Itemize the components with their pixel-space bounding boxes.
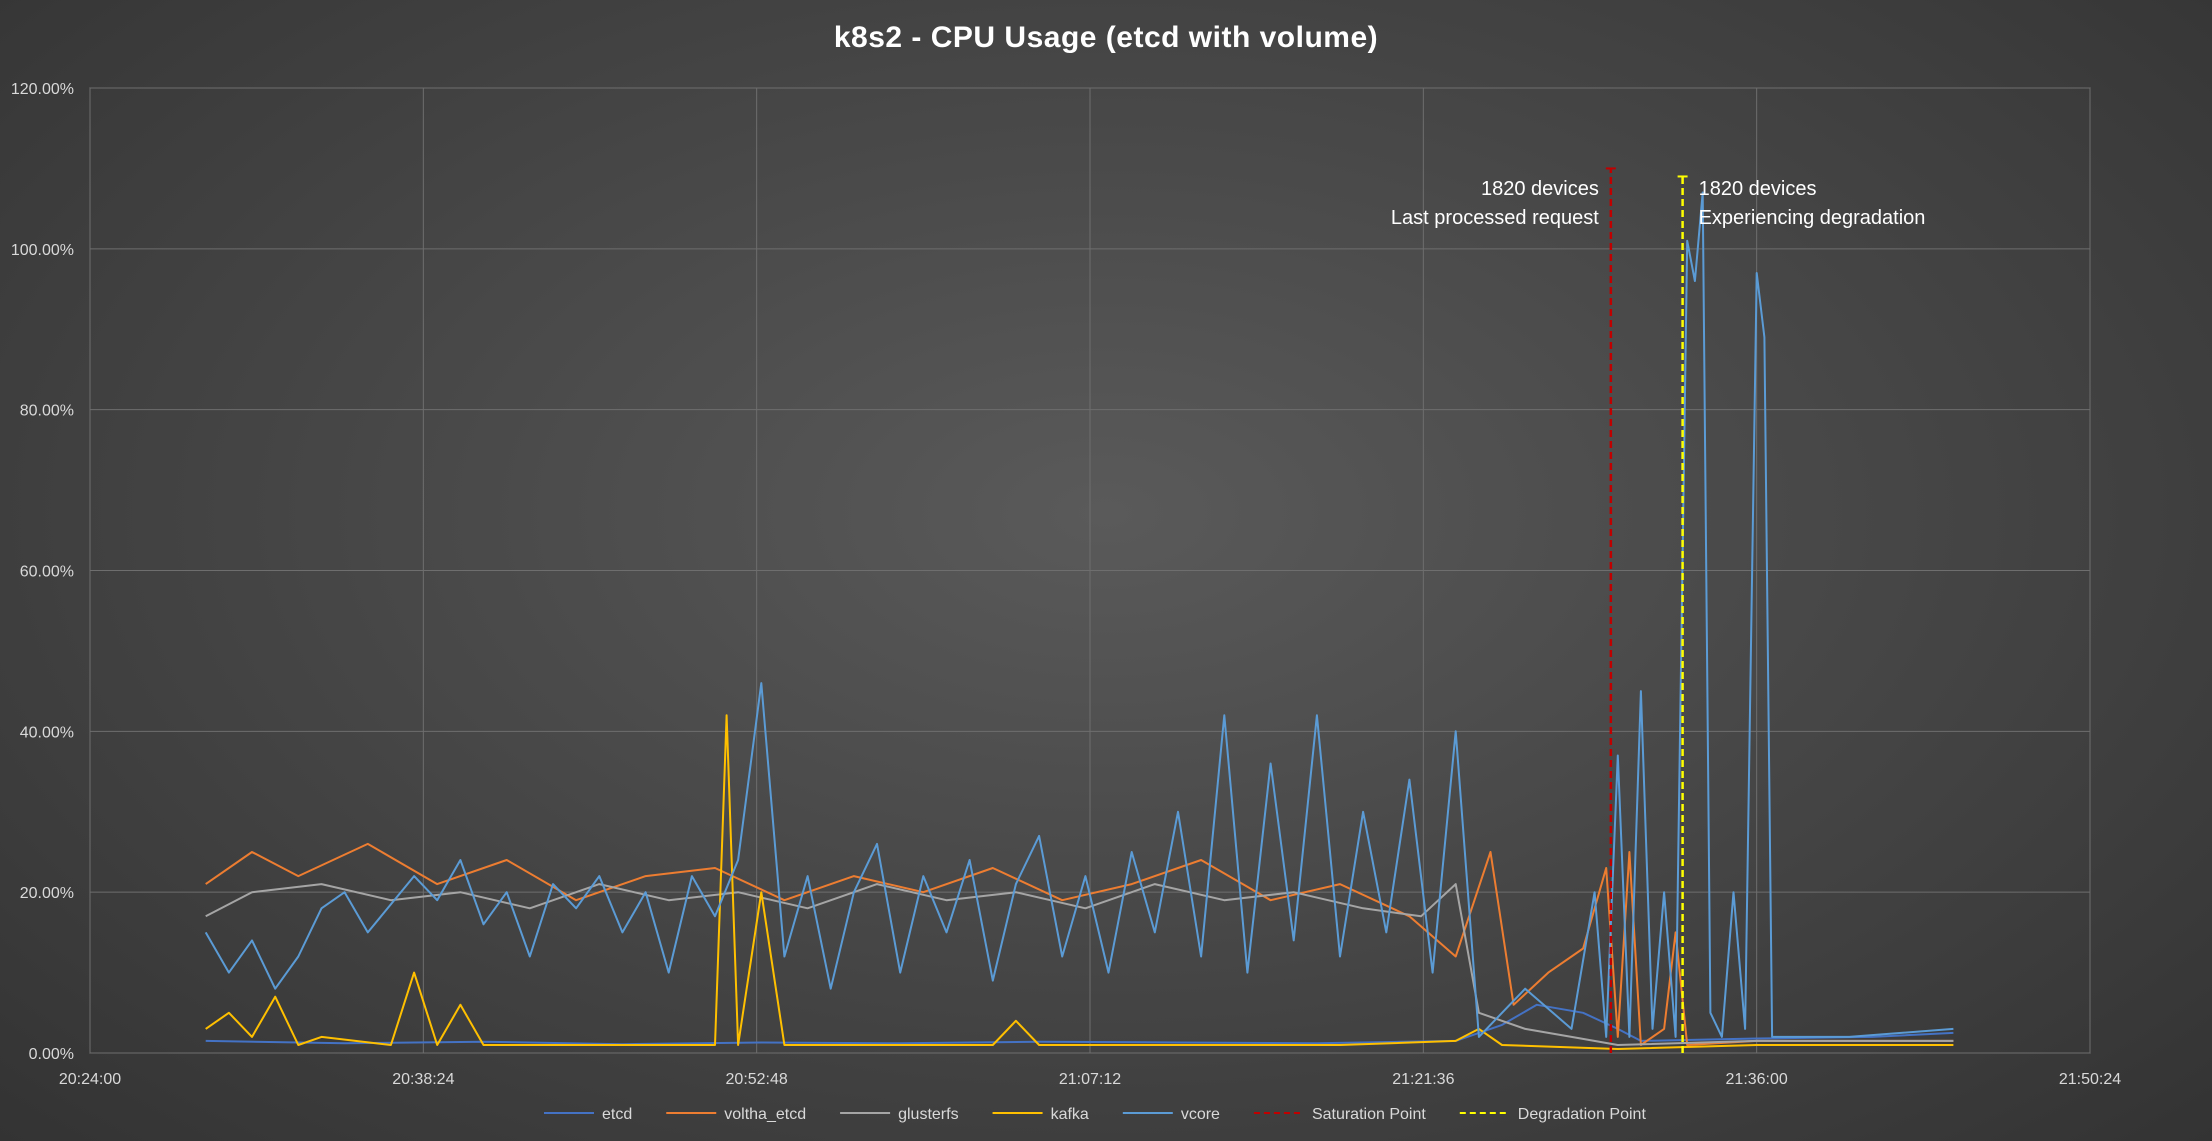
series-line-vcore <box>204 191 1954 1038</box>
x-tick-label: 21:21:36 <box>1392 1071 1454 1088</box>
degradation-point-annotation: Experiencing degradation <box>1699 207 1926 229</box>
legend-label-degradation-point: Degradation Point <box>1518 1106 1647 1123</box>
x-tick-label: 20:24:00 <box>59 1071 121 1088</box>
y-tick-label: 20.00% <box>20 885 74 902</box>
legend-label-saturation-point: Saturation Point <box>1312 1106 1426 1123</box>
series-line-glusterfs <box>205 883 1954 1046</box>
legend: etcd voltha_etcd glusterfs kafka vcore Satura… <box>544 1106 1646 1123</box>
series-line-etcd <box>205 1003 1954 1046</box>
y-tick-label: 60.00% <box>20 564 74 581</box>
series-line-kafka <box>205 714 1954 1050</box>
legend-label-etcd: etcd <box>602 1106 632 1123</box>
x-tick-label: 21:07:12 <box>1059 1071 1121 1088</box>
legend-label-voltha-etcd: voltha_etcd <box>724 1106 806 1123</box>
x-tick-label: 21:50:24 <box>2059 1071 2121 1088</box>
x-tick-label: 20:38:24 <box>392 1071 454 1088</box>
y-tick-label: 0.00% <box>29 1046 74 1063</box>
series-line-voltha-etcd <box>205 842 1954 1046</box>
reference-lines: 1820 devices Last processed request 1820 d… <box>1391 167 1926 1053</box>
legend-label-vcore: vcore <box>1181 1106 1220 1123</box>
saturation-point-annotation: Last processed request <box>1391 207 1599 229</box>
x-tick-label: 21:36:00 <box>1726 1071 1788 1088</box>
saturation-point-annotation: 1820 devices <box>1481 178 1599 200</box>
degradation-point-annotation: 1820 devices <box>1699 178 1817 200</box>
y-tick-label: 100.00% <box>11 242 74 259</box>
series-lines <box>204 191 1954 1050</box>
y-tick-label: 40.00% <box>20 724 74 741</box>
y-tick-label: 80.00% <box>20 403 74 420</box>
x-tick-label: 20:52:48 <box>726 1071 788 1088</box>
y-tick-label: 120.00% <box>11 81 74 98</box>
chart-title: k8s2 - CPU Usage (etcd with volume) <box>834 21 1378 54</box>
legend-label-glusterfs: glusterfs <box>898 1106 958 1123</box>
grid-lines <box>89 87 2091 1054</box>
legend-label-kafka: kafka <box>1051 1106 1089 1123</box>
axis-tick-labels: 0.00% 20.00% 40.00% 60.00% 80.00% 100.00% 120.… <box>11 81 2121 1088</box>
